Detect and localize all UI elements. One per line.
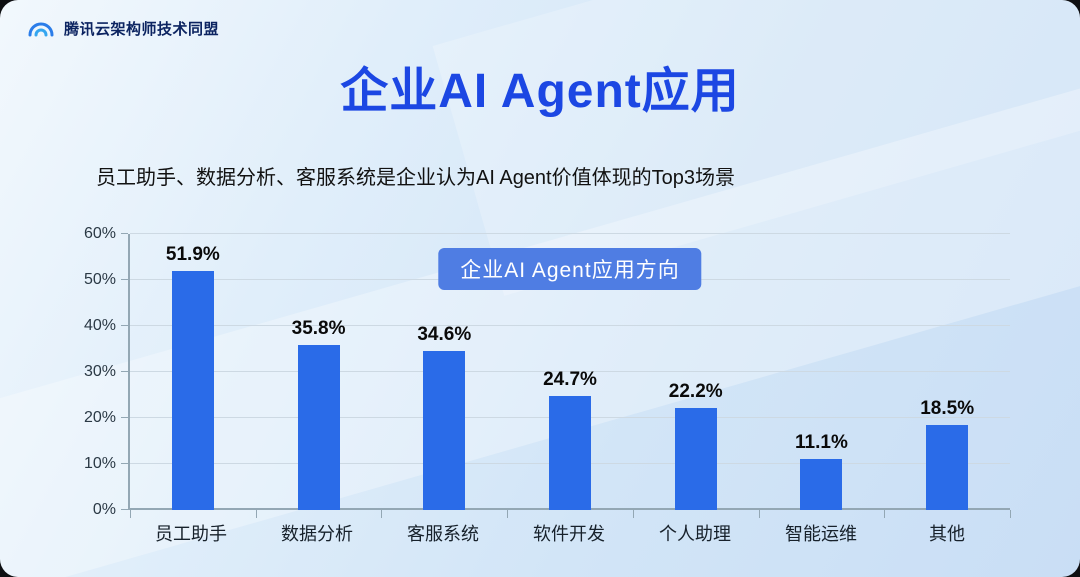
gridline bbox=[130, 370, 1010, 372]
bar bbox=[297, 345, 340, 510]
bar-chart: 0% 10% 20% 30% 40% 50% 60% 企业AI Agent应用方向 51.9… bbox=[70, 225, 1011, 546]
bar-value-label: 34.6% bbox=[417, 323, 472, 345]
y-tick-mark bbox=[121, 324, 128, 326]
bar bbox=[549, 396, 592, 510]
x-tick-mark bbox=[1010, 509, 1011, 518]
gridline bbox=[130, 232, 1010, 234]
bar-column: 51.9% bbox=[130, 234, 256, 510]
gridline bbox=[130, 324, 1010, 326]
brand-name: 腾讯云架构师技术同盟 bbox=[64, 20, 220, 38]
x-axis-label: 员工助手 bbox=[155, 523, 227, 544]
x-axis-label: 个人助理 bbox=[659, 523, 731, 544]
bar-column: 22.2% bbox=[633, 234, 759, 510]
y-tick-mark bbox=[121, 232, 128, 234]
chart-y-axis: 0% 10% 20% 30% 40% 50% 60% bbox=[70, 225, 128, 518]
y-tick-label: 60% bbox=[83, 224, 116, 242]
brand-header: 腾讯云架构师技术同盟 bbox=[0, 0, 1080, 40]
bar-column: 11.1% bbox=[759, 234, 885, 510]
chart-x-labels: 员工助手 数据分析 客服系统 软件开发 个人助理 智能运维 其他 bbox=[128, 510, 1010, 546]
y-tick-mark bbox=[121, 370, 128, 372]
bar-column: 24.7% bbox=[507, 234, 633, 510]
x-axis-label: 智能运维 bbox=[785, 523, 857, 544]
bar-value-label: 24.7% bbox=[543, 369, 597, 391]
x-axis-label: 其他 bbox=[929, 523, 965, 544]
x-axis-label: 客服系统 bbox=[407, 523, 479, 544]
logo-icon bbox=[26, 16, 56, 40]
y-tick-mark bbox=[121, 508, 128, 510]
x-axis-label: 数据分析 bbox=[281, 523, 353, 544]
chart-title-badge: 企业AI Agent应用方向 bbox=[438, 247, 702, 290]
subtitle: 员工助手、数据分析、客服系统是企业认为AI Agent价值体现的Top3场景 bbox=[96, 166, 735, 189]
bar-value-label: 22.2% bbox=[668, 380, 723, 402]
y-tick-label: 40% bbox=[83, 316, 116, 334]
bar-value-label: 11.1% bbox=[795, 431, 848, 453]
y-tick-mark bbox=[121, 416, 128, 418]
bar bbox=[926, 424, 969, 510]
y-tick-label: 0% bbox=[92, 500, 116, 518]
bar-column: 18.5% bbox=[884, 234, 1010, 510]
bar bbox=[674, 407, 717, 510]
bar-value-label: 18.5% bbox=[920, 397, 975, 419]
y-tick-label: 50% bbox=[83, 270, 116, 288]
bar bbox=[171, 271, 214, 510]
bar bbox=[423, 350, 466, 510]
y-tick-label: 30% bbox=[83, 362, 116, 380]
y-tick-label: 20% bbox=[83, 408, 116, 426]
bar bbox=[800, 458, 843, 510]
chart-plot: 企业AI Agent应用方向 51.9% 35.8% 34.6% 24.7% 22.2%… bbox=[121, 232, 1011, 518]
y-tick-mark bbox=[121, 462, 128, 464]
chart-bars: 51.9% 35.8% 34.6% 24.7% 22.2% 11.1% 18.5% bbox=[130, 234, 1010, 510]
y-tick-mark bbox=[121, 278, 128, 280]
x-axis-label: 软件开发 bbox=[533, 523, 605, 544]
y-tick-label: 10% bbox=[83, 454, 116, 472]
page-title: 企业AI Agent应用 bbox=[340, 65, 740, 118]
bar-value-label: 35.8% bbox=[291, 318, 346, 340]
bar-column: 35.8% bbox=[256, 234, 382, 510]
bar-value-label: 51.9% bbox=[165, 244, 220, 266]
bar-column: 34.6% bbox=[381, 234, 507, 510]
